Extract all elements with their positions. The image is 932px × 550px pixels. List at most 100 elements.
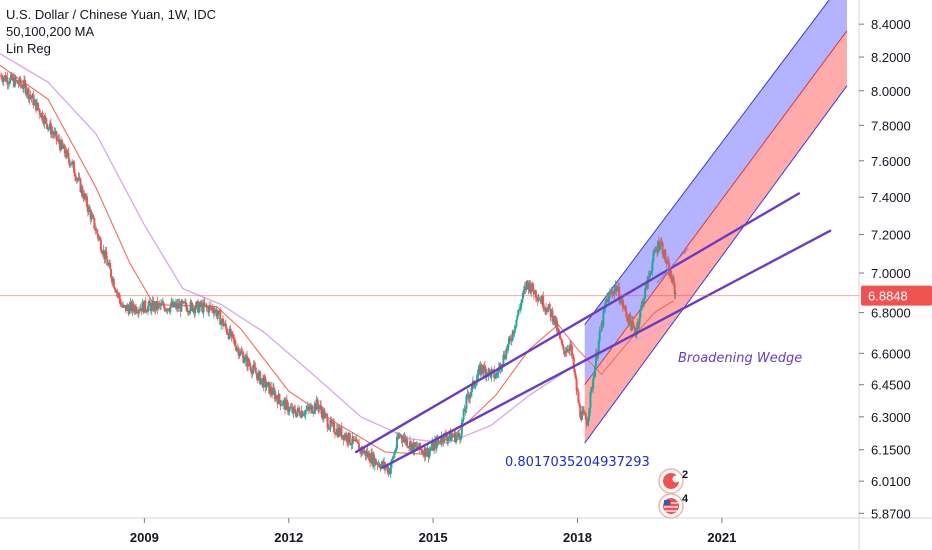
candle-body bbox=[455, 436, 458, 443]
candle-body bbox=[625, 311, 628, 318]
candle-body bbox=[571, 356, 574, 358]
candle-body bbox=[197, 306, 200, 313]
candle-body bbox=[534, 290, 537, 298]
candle-body bbox=[327, 427, 330, 430]
candle-body bbox=[14, 77, 17, 81]
candle-body bbox=[522, 290, 525, 293]
price-axis-label: 7.0000 bbox=[871, 266, 911, 281]
candle-body bbox=[416, 445, 419, 449]
candle-body bbox=[114, 289, 117, 293]
candle-body bbox=[53, 132, 56, 136]
us-flag-icon-canton bbox=[664, 500, 670, 505]
candle-body bbox=[633, 327, 636, 334]
candle-body bbox=[581, 411, 584, 420]
candle-body bbox=[8, 83, 11, 85]
candle-body bbox=[632, 320, 635, 326]
candle-body bbox=[118, 293, 121, 300]
earnings-flag-icon-cut bbox=[672, 475, 680, 483]
candle-body bbox=[649, 273, 652, 275]
price-axis-label: 8.0000 bbox=[871, 84, 911, 99]
candle-body bbox=[556, 320, 559, 332]
candle-body bbox=[430, 448, 433, 450]
candle-body bbox=[213, 310, 216, 314]
candle-body bbox=[515, 319, 518, 327]
candle-body bbox=[495, 373, 498, 378]
candle-body bbox=[507, 337, 510, 344]
price-axis[interactable]: 8.4000 8.2000 8.0000 7.8000 7.6000 7.4000 7.20… bbox=[859, 17, 911, 521]
broadening-wedge-label[interactable]: Broadening Wedge bbox=[678, 351, 802, 366]
candle-body bbox=[530, 290, 533, 293]
candle-body bbox=[135, 306, 138, 313]
candle-body bbox=[325, 414, 328, 418]
trendline-2[interactable] bbox=[381, 229, 832, 469]
candle-body bbox=[436, 438, 439, 442]
candle-body bbox=[659, 241, 662, 247]
candle-body bbox=[449, 431, 452, 441]
event-badge-earnings[interactable]: 2 bbox=[658, 468, 688, 494]
candle-body bbox=[476, 375, 479, 380]
candle-body bbox=[113, 287, 116, 290]
moving-averages bbox=[0, 53, 675, 455]
candle-body bbox=[45, 118, 48, 124]
candle-body bbox=[467, 393, 470, 397]
candle-body bbox=[222, 325, 225, 327]
candle-body bbox=[406, 439, 409, 447]
candle-body bbox=[190, 301, 193, 304]
candle-body bbox=[215, 309, 218, 317]
candle-body bbox=[169, 306, 172, 312]
candle-body bbox=[433, 443, 436, 451]
candle-body bbox=[240, 351, 243, 353]
trendlines[interactable] bbox=[354, 192, 832, 469]
candle-body bbox=[410, 444, 413, 451]
candle-body bbox=[402, 438, 405, 442]
candle-body bbox=[326, 417, 329, 428]
candle-body bbox=[362, 452, 365, 454]
event-badge-us-data[interactable]: 4 bbox=[658, 493, 689, 519]
candle-body bbox=[222, 318, 225, 327]
symbol-title[interactable]: U.S. Dollar / Chinese Yuan, 1W, IDC bbox=[6, 7, 217, 22]
candle-body bbox=[185, 302, 188, 307]
linear-regression-channel[interactable] bbox=[584, 0, 848, 444]
candle-body bbox=[125, 305, 128, 311]
candle-body bbox=[605, 300, 608, 303]
trendline-1[interactable] bbox=[354, 192, 801, 454]
linreg-indicator-label[interactable]: Lin Reg bbox=[6, 41, 51, 56]
candle-body bbox=[514, 326, 517, 330]
candle-body bbox=[330, 420, 333, 424]
candle-body bbox=[603, 308, 606, 311]
candle-body bbox=[613, 289, 616, 295]
ma-indicator-label[interactable]: 50,100,200 MA bbox=[6, 24, 95, 39]
candlestick-series[interactable] bbox=[0, 71, 677, 479]
candle-body bbox=[235, 348, 238, 351]
candle-body bbox=[324, 413, 327, 415]
price-axis-label: 6.0100 bbox=[871, 474, 911, 489]
candle-body bbox=[48, 127, 51, 129]
candle-body bbox=[234, 340, 237, 346]
time-axis[interactable]: 2009 2012 2015 2018 2021 bbox=[130, 518, 736, 545]
candle-body bbox=[445, 433, 448, 438]
candle-body bbox=[27, 88, 30, 100]
candle-body bbox=[587, 416, 590, 422]
candle-body bbox=[146, 311, 149, 313]
candle-body bbox=[350, 443, 353, 445]
candle-body bbox=[320, 405, 323, 411]
candle-body bbox=[389, 468, 392, 475]
candle-body bbox=[96, 229, 99, 234]
candle-body bbox=[664, 250, 667, 262]
candle-body bbox=[29, 95, 32, 97]
candle-body bbox=[361, 447, 364, 454]
candle-body bbox=[408, 446, 411, 448]
candle-body bbox=[88, 207, 91, 212]
candle-body bbox=[9, 77, 12, 84]
candle-body bbox=[84, 193, 87, 199]
candle-body bbox=[79, 178, 82, 193]
candle-body bbox=[639, 308, 642, 318]
candle-body bbox=[257, 372, 260, 381]
candle-body bbox=[583, 413, 586, 415]
candle-body bbox=[328, 428, 331, 430]
candle-body bbox=[551, 310, 554, 322]
correlation-value[interactable]: 0.8017035204937293 bbox=[505, 455, 650, 470]
candle-body bbox=[36, 102, 39, 109]
candle-body bbox=[667, 260, 670, 263]
